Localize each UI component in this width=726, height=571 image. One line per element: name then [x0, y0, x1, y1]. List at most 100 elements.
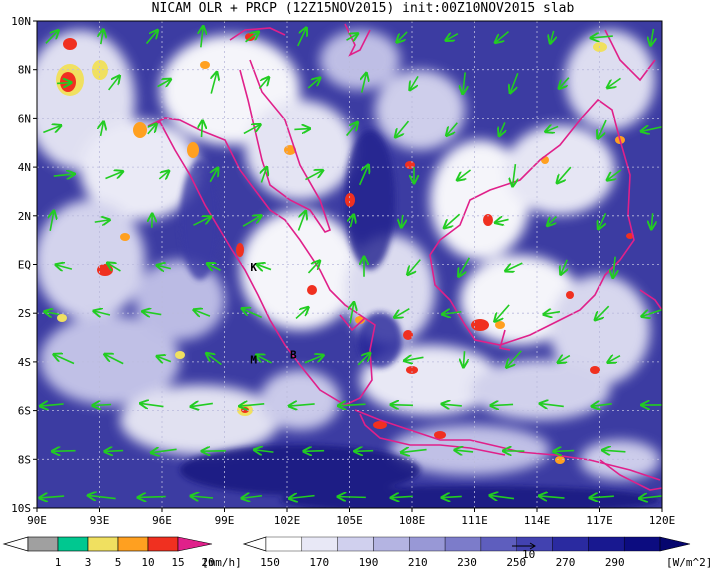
wind-arrow [544, 312, 561, 315]
wind-arrow [45, 31, 58, 44]
wind-arrow [408, 259, 421, 275]
wind-arrow [43, 126, 60, 134]
wind-arrow [357, 353, 370, 366]
wind-arrow [401, 214, 402, 227]
lon-label: 114E [524, 514, 551, 527]
wind-arrow [598, 213, 607, 228]
wind-arrow [207, 354, 222, 366]
wind-arrow [94, 311, 111, 315]
wind-arrow [642, 308, 662, 317]
lon-label: 102E [274, 514, 301, 527]
wind-arrow [391, 496, 413, 497]
wind-vectors [40, 27, 662, 499]
wind-arrow [548, 215, 557, 226]
wind-arrow [209, 168, 218, 183]
olr-color-swatch [552, 536, 589, 552]
wind-arrow [256, 355, 272, 364]
precip-tick-label: 20 [201, 556, 214, 569]
olr-color-swatch [480, 536, 517, 552]
lat-label: 8S [18, 453, 31, 466]
wind-arrow [391, 405, 413, 406]
olr-color-swatch [444, 536, 482, 552]
wind-arrow [297, 211, 305, 231]
wind-arrow [641, 127, 662, 132]
wind-arrow [463, 72, 465, 93]
wind-arrow [608, 356, 621, 363]
lat-label: 6S [18, 405, 31, 418]
wind-arrow [495, 31, 510, 43]
wind-arrow [447, 122, 458, 135]
wind-arrow [240, 404, 265, 406]
olr-color-swatch [623, 536, 661, 552]
wind-arrow [105, 451, 124, 452]
lat-label: 10N [11, 15, 31, 28]
lon-label: 105E [336, 514, 363, 527]
wind-arrow [147, 124, 156, 135]
wind-arrow [355, 451, 374, 452]
wind-arrow [491, 404, 514, 405]
olr-color-swatch [409, 536, 446, 552]
wind-arrow [550, 30, 553, 43]
map-title: NICAM OLR + PRCP (12Z15NOV2015) init:00Z… [151, 1, 575, 16]
lat-label: EQ [18, 259, 31, 272]
wind-arrow [607, 169, 622, 180]
place-label: B [290, 349, 297, 362]
olr-tick-label: 250 [506, 556, 526, 569]
wind-arrow [257, 264, 272, 269]
wind-arrow [510, 72, 519, 92]
wind-arrow [603, 450, 626, 452]
lon-label: 117E [586, 514, 613, 527]
precip-tick-label: 15 [171, 556, 184, 569]
precip-tick-label: 1 [55, 556, 62, 569]
wind-arrow [307, 261, 319, 274]
place-labels: K M B [250, 261, 297, 367]
wind-arrow [350, 303, 354, 324]
wind-arrow [495, 304, 510, 321]
wind-arrow [105, 354, 124, 365]
olr-tick-label: 150 [260, 556, 280, 569]
wind-arrow [561, 259, 567, 274]
wind-arrow [52, 451, 76, 452]
wind-arrow [459, 257, 471, 276]
olr-unit: [W/m^2] [666, 556, 712, 569]
wind-arrow [40, 404, 64, 406]
wind-arrow [56, 265, 73, 269]
wind-arrow [242, 216, 261, 227]
wind-arrow [558, 356, 571, 363]
lon-label: 108E [399, 514, 426, 527]
wind-arrow [304, 451, 325, 452]
lat-label: 2S [18, 307, 31, 320]
lat-label: 8N [18, 64, 31, 77]
olr-tick-label: 210 [408, 556, 428, 569]
lat-label: 10S [11, 502, 31, 515]
wind-arrow [540, 404, 564, 407]
wind-arrow [94, 220, 109, 222]
lat-label: 2N [18, 210, 31, 223]
wind-arrow [546, 126, 559, 131]
wind-arrow [350, 215, 353, 228]
wind-arrow [304, 355, 323, 364]
wind-arrow [191, 496, 214, 498]
wind-arrow [554, 451, 575, 452]
wind-arrow [495, 219, 509, 222]
wind-arrow [397, 31, 408, 42]
wind-arrow [442, 496, 462, 497]
lon-label: 96E [152, 514, 172, 527]
wind-arrow [651, 213, 652, 228]
olr-tick-label: 270 [556, 556, 576, 569]
lon-label: 111E [461, 514, 488, 527]
wind-arrow [455, 450, 474, 452]
wind-arrow [157, 356, 172, 361]
wind-arrow [243, 125, 260, 135]
wind-arrow [395, 308, 410, 318]
wind-arrow [443, 312, 462, 315]
place-label: M [250, 353, 257, 366]
place-label: K [250, 261, 257, 274]
wind-arrow [108, 263, 121, 272]
wind-arrow [201, 27, 203, 48]
wind-arrow [559, 77, 570, 89]
wind-arrow [93, 404, 112, 405]
wind-arrow [446, 34, 459, 41]
wind-arrow [101, 122, 104, 137]
